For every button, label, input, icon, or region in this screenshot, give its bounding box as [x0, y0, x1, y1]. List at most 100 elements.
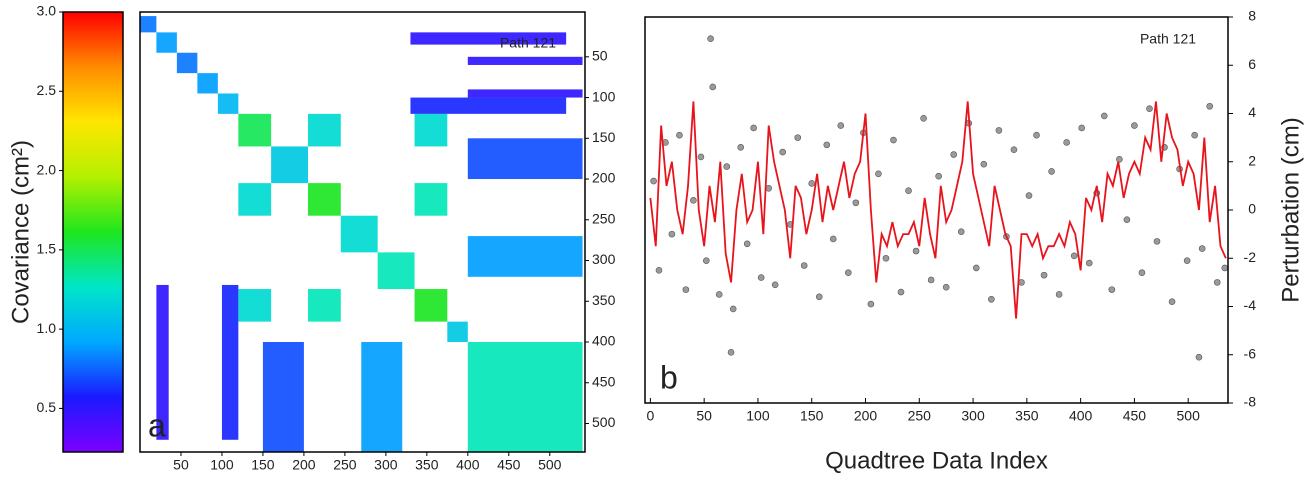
- scatter-point: [1213, 279, 1221, 286]
- matrix-block: [217, 93, 239, 114]
- matrix-block: [410, 32, 567, 45]
- matrix-block: [467, 89, 583, 98]
- x-tick-label: 450: [497, 457, 521, 473]
- colorbar-tick-label: 1.0: [37, 320, 57, 336]
- y-tick-label: 4: [1248, 104, 1256, 120]
- scatter-point: [1048, 168, 1055, 175]
- x-tick-label: 250: [908, 408, 932, 424]
- y-tick-label: -8: [1244, 394, 1257, 410]
- colorbar-tick-label: 1.5: [37, 241, 57, 257]
- x-tick-label: 350: [415, 457, 439, 473]
- y-tick-label: -6: [1244, 345, 1257, 361]
- matrix-block: [176, 52, 198, 74]
- scatter-point: [1108, 286, 1116, 293]
- matrix-block: [308, 113, 341, 147]
- scatter-point: [1131, 122, 1138, 129]
- colorbar-tick-label: 2.5: [37, 82, 57, 98]
- scatter-point: [1025, 192, 1033, 199]
- scatter-point: [980, 160, 988, 168]
- scatter-point: [697, 153, 705, 161]
- x-tick-label: 400: [456, 457, 480, 473]
- matrix-block: [238, 113, 272, 147]
- scatter-point: [794, 134, 802, 141]
- matrix-block: [410, 97, 567, 114]
- y-tick-label: -2: [1244, 249, 1257, 265]
- matrix-block: [467, 138, 583, 180]
- scatter-point: [867, 300, 875, 308]
- scatter-point: [988, 295, 995, 303]
- matrix-block: [262, 342, 304, 452]
- scatter-point: [1206, 102, 1214, 110]
- panel-letter: b: [660, 359, 678, 395]
- scatter-point: [815, 293, 823, 301]
- scatter-point: [927, 276, 935, 284]
- matrix-block: [197, 73, 218, 94]
- scatter-point: [935, 172, 942, 180]
- y-tick-label: 500: [592, 414, 616, 430]
- scatter-point: [1101, 112, 1108, 120]
- scatter-point: [912, 247, 920, 255]
- annotation: Path 121: [1140, 31, 1196, 47]
- scatter-point: [729, 305, 737, 313]
- scatter-point: [1078, 124, 1086, 132]
- scatter-point: [837, 122, 845, 129]
- scatter-point: [709, 83, 717, 91]
- scatter-point: [1198, 245, 1206, 252]
- x-tick-label: 100: [210, 457, 234, 473]
- y-tick-label: 150: [592, 129, 616, 145]
- matrix-block: [467, 342, 583, 452]
- scatter-point: [727, 349, 735, 356]
- scatter-point: [800, 262, 808, 269]
- scatter-point: [1183, 257, 1191, 264]
- scatter-point: [750, 124, 757, 132]
- colorbar-tick-label: 3.0: [37, 3, 57, 19]
- scatter-point: [1191, 131, 1198, 139]
- scatter-point: [882, 254, 890, 262]
- y-tick-label: 300: [592, 251, 616, 267]
- x-tick-label: 350: [1015, 408, 1039, 424]
- matrix-block: [271, 146, 309, 184]
- plot-area: [645, 17, 1228, 403]
- scatter-point: [920, 115, 927, 122]
- matrix-block: [414, 113, 448, 147]
- scatter-point: [1153, 238, 1161, 245]
- y-tick-label: 50: [592, 48, 608, 64]
- scatter-point: [1010, 146, 1018, 153]
- y-tick-label: 350: [592, 292, 616, 308]
- scatter-point: [1055, 291, 1063, 298]
- scatter-point: [890, 136, 897, 144]
- x-tick-label: 500: [1177, 408, 1201, 424]
- scatter-point: [875, 170, 882, 178]
- x-tick-label: 150: [800, 408, 824, 424]
- scatter-point: [757, 274, 765, 281]
- x-tick-label: 400: [1069, 408, 1093, 424]
- scatter-point: [1116, 156, 1123, 163]
- x-tick-label: 200: [854, 408, 878, 424]
- x-tick-label: 450: [1123, 408, 1147, 424]
- matrix-block: [238, 183, 272, 216]
- scatter-point: [682, 286, 690, 293]
- scatter-point: [1168, 298, 1176, 305]
- x-tick-label: 500: [538, 457, 562, 473]
- y-tick-label: 6: [1248, 56, 1256, 72]
- scatter-point: [668, 230, 676, 238]
- panel-letter: a: [148, 407, 166, 443]
- matrix-block: [447, 321, 468, 342]
- scatter-point: [737, 143, 745, 151]
- y-tick-label: -4: [1244, 297, 1257, 313]
- scatter-point: [1221, 264, 1229, 272]
- scatter-point: [1033, 131, 1040, 139]
- y-tick-label: 400: [592, 333, 616, 349]
- x-tick-label: 50: [173, 457, 189, 473]
- scatter-point: [655, 267, 663, 274]
- x-axis-label: Quadtree Data Index: [825, 447, 1048, 474]
- matrix-block: [221, 284, 239, 440]
- scatter-point: [852, 199, 860, 207]
- scatter-point: [1040, 271, 1048, 279]
- x-tick-label: 250: [333, 457, 357, 473]
- scatter-point: [972, 264, 980, 272]
- scatter-point: [1070, 252, 1078, 260]
- scatter-point: [823, 141, 831, 149]
- matrix-block: [467, 236, 583, 277]
- colorbar-label: Covariance (cm²): [7, 140, 34, 324]
